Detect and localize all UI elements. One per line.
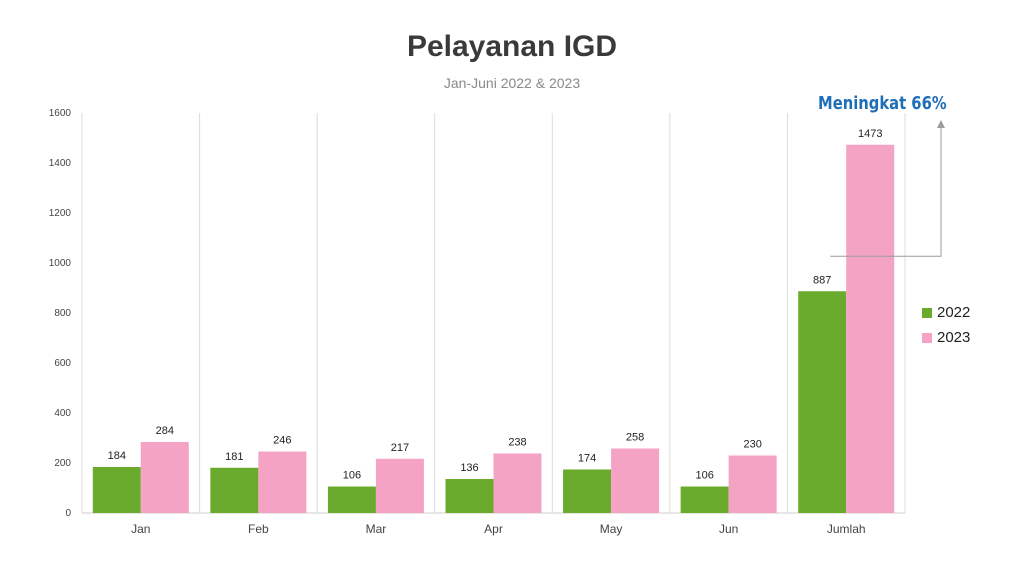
y-tick-label: 400 [54, 408, 71, 419]
legend: 2022 2023 [922, 300, 970, 350]
y-tick-label: 200 [54, 458, 71, 469]
y-tick-label: 600 [54, 358, 71, 369]
bar-2022 [327, 486, 376, 513]
bar-2023 [611, 448, 660, 513]
bar-2022 [798, 291, 847, 513]
data-label-2022: 184 [108, 450, 126, 462]
legend-swatch-2023 [922, 332, 932, 343]
bar-2023 [846, 144, 895, 513]
x-category-label: May [600, 522, 623, 536]
legend-item-2022: 2022 [922, 300, 970, 325]
legend-item-2023: 2023 [922, 325, 970, 350]
y-tick-label: 1200 [49, 208, 72, 219]
data-label-2022: 181 [225, 451, 243, 463]
data-label-2023: 258 [626, 432, 644, 444]
bar-2023 [140, 442, 189, 513]
data-label-2023: 1473 [858, 128, 882, 140]
increase-annotation: Meningkat 66% [818, 93, 947, 114]
y-tick-label: 0 [65, 508, 71, 519]
bar-2023 [493, 453, 542, 513]
x-category-label: Jumlah [827, 522, 866, 536]
bar-2023 [258, 451, 307, 513]
legend-label-2023: 2023 [937, 329, 971, 346]
data-label-2022: 174 [578, 453, 596, 465]
x-category-label: Apr [484, 522, 503, 536]
bar-2022 [92, 467, 141, 513]
data-label-2023: 246 [273, 435, 291, 447]
data-label-2022: 106 [695, 470, 713, 482]
y-tick-label: 1000 [49, 258, 72, 269]
y-tick-label: 1400 [49, 158, 72, 169]
y-tick-label: 800 [54, 308, 71, 319]
data-label-2023: 217 [391, 442, 409, 454]
data-label-2023: 284 [156, 425, 174, 437]
x-category-label: Jun [719, 522, 738, 536]
chart-subtitle: Jan-Juni 2022 & 2023 [443, 75, 581, 91]
bar-2023 [728, 455, 777, 513]
legend-swatch-2022 [922, 307, 932, 318]
data-label-2022: 887 [813, 274, 831, 286]
bar-2022 [210, 467, 259, 513]
annotation-arrow-head [937, 120, 945, 128]
data-label-2022: 106 [343, 470, 361, 482]
annotation-arrow-line [830, 124, 942, 257]
y-tick-label: 1600 [49, 108, 72, 119]
x-category-label: Mar [366, 522, 387, 536]
data-label-2022: 136 [460, 462, 478, 474]
legend-label-2022: 2022 [937, 304, 971, 321]
bar-2022 [563, 469, 612, 513]
x-category-label: Jan [131, 522, 150, 536]
x-category-label: Feb [248, 522, 269, 536]
chart-title: Pelayanan IGD [406, 30, 618, 63]
bar-2022 [680, 486, 729, 513]
bar-2023 [375, 458, 424, 513]
bar-2022 [445, 479, 494, 513]
data-label-2023: 230 [743, 439, 761, 451]
data-label-2023: 238 [508, 437, 526, 449]
